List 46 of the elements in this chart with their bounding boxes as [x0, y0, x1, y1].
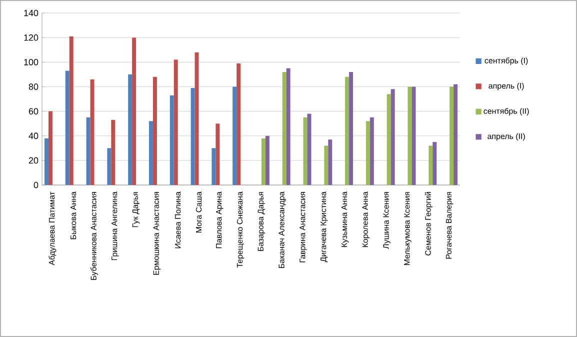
bar [261, 138, 266, 185]
bar [148, 121, 153, 185]
bar [328, 140, 332, 185]
bar [450, 86, 454, 185]
bar [386, 94, 391, 185]
bar [307, 114, 312, 185]
y-tick-label: 40 [28, 132, 38, 140]
bar [170, 95, 174, 185]
bar [65, 70, 70, 185]
bar [174, 60, 178, 185]
bar [349, 72, 354, 185]
bar [107, 148, 112, 185]
y-tick-label: 140 [24, 10, 38, 16]
bar [286, 68, 290, 185]
bar [412, 86, 416, 185]
bar [212, 148, 216, 185]
bar [432, 142, 437, 185]
bar [454, 84, 458, 185]
y-tick-label: 80 [28, 84, 38, 90]
bar [86, 117, 90, 185]
bar [265, 136, 270, 185]
bar [428, 146, 433, 185]
y-tick-label: 0 [34, 182, 38, 188]
bar [194, 52, 199, 185]
bar [282, 72, 286, 185]
bar [236, 63, 241, 185]
bar [69, 36, 74, 185]
bar [152, 76, 157, 185]
bar [216, 124, 220, 185]
bar [132, 38, 136, 185]
bar [370, 117, 374, 185]
bar [111, 120, 116, 185]
bar [44, 138, 48, 185]
bar [390, 89, 395, 185]
bar [190, 88, 195, 185]
bar [232, 86, 237, 185]
bar [90, 79, 94, 185]
bar [128, 74, 132, 185]
y-tick-label: 120 [24, 34, 38, 41]
y-tick-label: 20 [28, 157, 38, 164]
bar [345, 76, 350, 185]
y-tick-label: 60 [28, 108, 38, 114]
bar [48, 111, 52, 185]
bar [366, 121, 370, 185]
y-tick-label: 100 [24, 58, 38, 66]
bar [324, 146, 328, 185]
